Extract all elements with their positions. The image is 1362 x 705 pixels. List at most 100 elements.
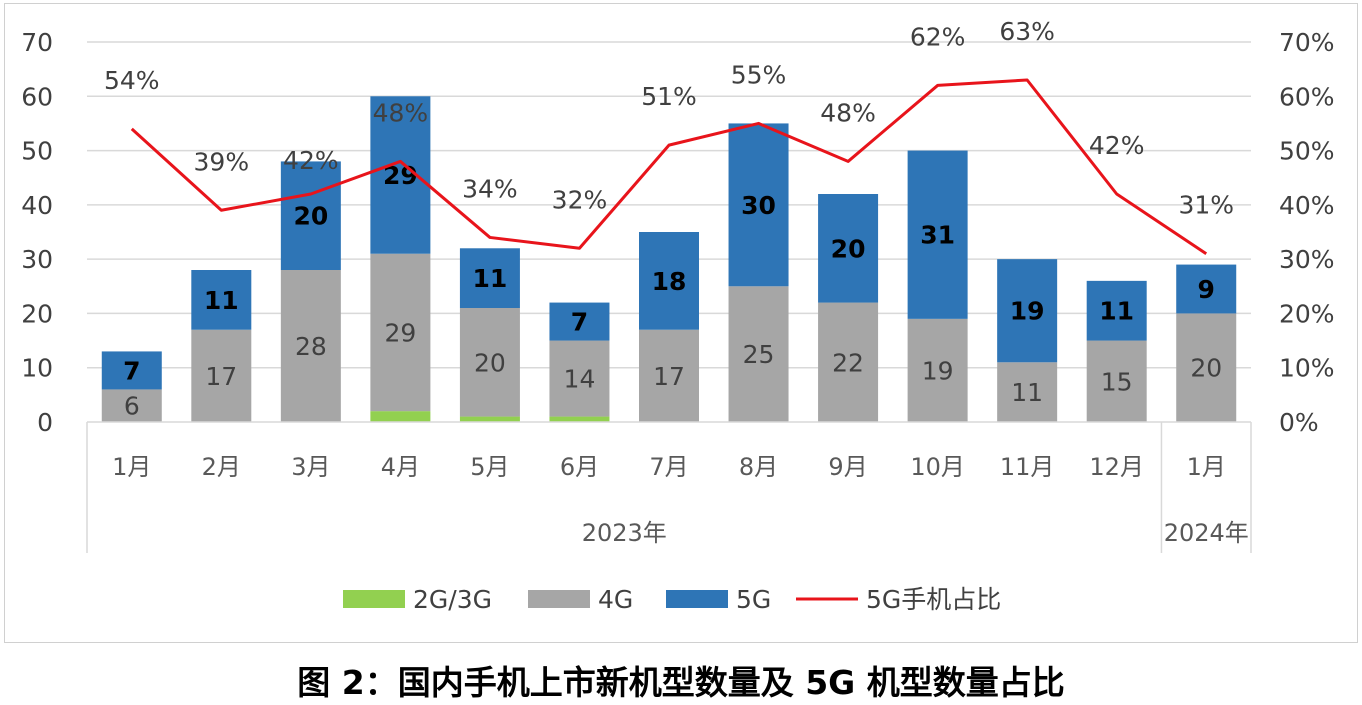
y-right-tick-label: 70% [1279,28,1335,57]
x-tick-label: 2月 [202,453,241,481]
data-label-5g-share: 39% [194,147,250,176]
x-tick-label: 1月 [1187,453,1226,481]
x-tick-label: 9月 [828,453,867,481]
data-label-4g: 28 [295,332,327,361]
data-label-5g-share: 63% [999,17,1055,46]
data-label-5g-share: 62% [910,22,966,51]
data-label-4g: 22 [832,348,864,377]
data-label-5g-share: 51% [641,82,697,111]
bar-4g [1086,340,1147,422]
x-tick-label: 6月 [560,453,599,481]
bar-4g [997,362,1058,422]
bar-4g [280,270,341,422]
x-tick-label: 8月 [739,453,778,481]
data-label-5g: 30 [741,191,776,220]
legend-label: 5G手机占比 [866,585,1001,614]
bar-4g [1176,313,1237,422]
legend-swatch [666,590,728,608]
data-label-5g-share: 55% [731,60,787,89]
data-label-5g-share: 32% [552,185,608,214]
bar-4g [370,253,431,412]
bar-5g [191,270,252,330]
figure-caption: 图 2：国内手机上市新机型数量及 5G 机型数量占比 [297,663,1065,702]
bar-2g-3g [549,416,610,422]
data-label-5g: 18 [652,267,687,296]
data-label-4g: 20 [1190,354,1222,383]
bar-5g [549,302,610,341]
data-label-5g: 7 [123,356,140,385]
data-label-4g: 15 [1101,367,1133,396]
y-right-tick-label: 20% [1279,299,1335,328]
bar-4g [639,329,699,422]
bar-2g-3g [370,411,431,422]
x-tick-label: 3月 [291,453,330,481]
data-label-4g: 29 [384,318,416,347]
data-label-4g: 19 [922,356,954,385]
legend-swatch [528,590,590,608]
data-label-4g: 25 [743,340,775,369]
y-right-tick-label: 40% [1279,191,1335,220]
bar-5g [997,259,1058,363]
legend-label: 5G [736,585,771,614]
data-label-5g: 11 [1099,297,1134,326]
chart-svg: 0 10 20 30 40 50 60 70 0% 10% 20% 30% 40% 50% 60% 70% 6 7… [21,17,1335,614]
x-tick-label: 1月 [112,453,151,481]
data-label-5g: 31 [920,221,955,250]
x-tick-label: 7月 [649,453,688,481]
y-left-tick-label: 10 [21,354,53,383]
bar-4g [818,302,879,422]
bar-4g [907,318,968,422]
y-left-tick-label: 60 [21,82,53,111]
data-label-5g-share: 48% [373,98,429,127]
legend-label: 2G/3G [413,585,492,614]
data-label-4g: 11 [1011,378,1043,407]
bar-5g [907,150,968,319]
y-left-tick-label: 30 [21,245,53,274]
bar-4g [459,308,520,417]
y-right-tick-label: 10% [1279,354,1335,383]
y-left-tick-label: 40 [21,191,53,220]
bar-5g [639,232,699,330]
bar-4g [191,329,252,422]
data-label-5g: 11 [473,264,508,293]
bar-5g [728,123,789,287]
data-label-4g: 17 [205,362,237,391]
bar-5g [280,161,341,270]
bar-4g [549,340,610,417]
y-right-tick-label: 60% [1279,82,1335,111]
data-label-5g: 20 [293,202,328,231]
bar-5g [101,351,162,390]
bar-5g [1176,264,1237,314]
data-label-5g-share: 42% [283,146,339,175]
bar-5g [1086,280,1147,341]
y-left-tick-label: 70 [21,28,53,57]
line-5g-share [130,78,1208,255]
bar-4g [728,286,789,422]
y-left-tick-label: 20 [21,299,53,328]
x-tick-label: 11月 [1000,453,1055,481]
x-group-label: 2024年 [1164,519,1249,547]
x-tick-label: 10月 [910,453,965,481]
bar-5g [370,96,431,254]
data-label-5g: 20 [831,234,866,263]
y-left-tick-label: 50 [21,137,53,166]
legend-label: 4G [598,585,633,614]
bar-5g [818,194,879,303]
data-label-5g-share: 42% [1089,131,1145,160]
data-label-4g: 17 [653,362,685,391]
bar-5g [459,248,520,308]
data-label-5g: 19 [1010,297,1045,326]
bar-2g-3g [459,416,520,422]
x-tick-label: 5月 [470,453,509,481]
chart-frame: 0 10 20 30 40 50 60 70 0% 10% 20% 30% 40% 50% 60% 70% 6 7… [4,3,1358,643]
data-label-5g: 9 [1198,275,1215,304]
y-right-tick-label: 30% [1279,245,1335,274]
data-label-5g-share: 31% [1178,191,1234,220]
data-label-5g-share: 54% [104,66,160,95]
data-label-4g: 14 [564,365,596,394]
data-label-5g-share: 34% [462,174,518,203]
data-label-4g: 6 [124,392,140,421]
y-right-tick-label: 0% [1279,408,1319,437]
y-right-tick-label: 50% [1279,137,1335,166]
legend-swatch [343,590,405,608]
